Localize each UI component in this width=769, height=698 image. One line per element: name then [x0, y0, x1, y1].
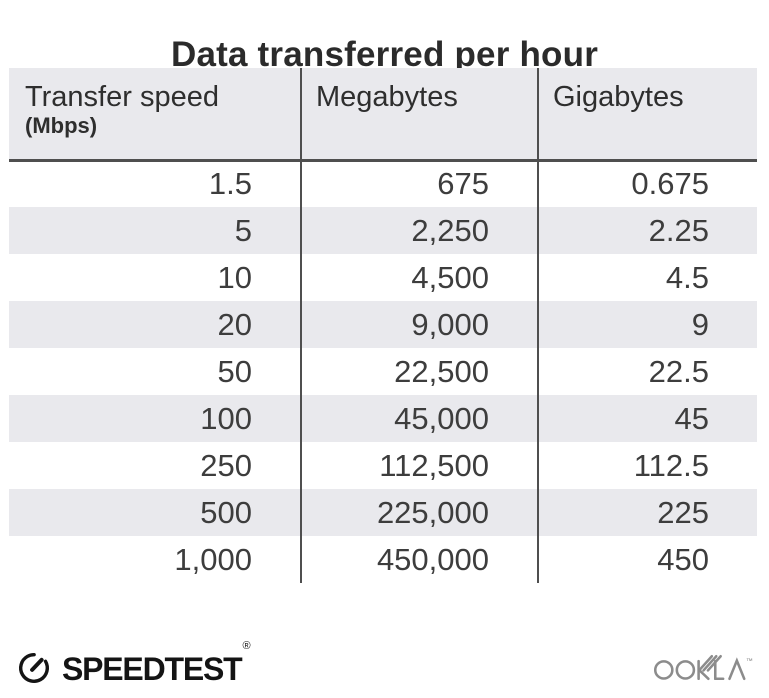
header-row: Transfer speed (Mbps) Megabytes Gigabyte…: [9, 68, 757, 162]
table-row: 20 9,000 9: [9, 301, 757, 348]
cell-gigabytes: 225: [538, 489, 757, 536]
cell-speed: 50: [9, 348, 302, 395]
cell-megabytes: 2,250: [301, 207, 539, 254]
speedtest-logo: SPEEDTEST®: [15, 641, 251, 691]
cell-gigabytes: 112.5: [633, 447, 709, 483]
registered-trademark-symbol: ®: [242, 640, 250, 652]
svg-text:™: ™: [746, 658, 753, 665]
speedtest-gauge-icon: [15, 648, 53, 691]
cell-megabytes: 9,000: [301, 301, 539, 348]
cell-speed: 100: [9, 395, 302, 442]
cell-speed: 250: [9, 442, 302, 489]
cell-speed: 500: [9, 489, 302, 536]
table-row: 1,000 450,000 450: [9, 536, 757, 583]
speedtest-wordmark: SPEEDTEST®: [62, 641, 251, 687]
cell-megabytes: 4,500: [301, 254, 539, 301]
column-header-unit: (Mbps): [25, 113, 98, 139]
speedtest-label: SPEEDTEST: [62, 651, 243, 687]
cell-gigabytes: 45: [538, 395, 757, 442]
table-row: 10 4,500 4.5: [9, 254, 757, 301]
footer: SPEEDTEST® ™: [15, 641, 755, 692]
data-transfer-table: Transfer speed (Mbps) Megabytes Gigabyte…: [9, 68, 757, 583]
table-row: 500 225,000 225: [9, 489, 757, 536]
cell-megabytes: 450,000: [301, 536, 539, 583]
cell-gigabytes: 9: [538, 301, 757, 348]
cell-megabytes: 112,500: [301, 442, 539, 489]
cell-megabytes: 22,500: [301, 348, 539, 395]
cell-gigabytes: 0.675: [631, 166, 709, 202]
cell-megabytes: 45,000: [301, 395, 539, 442]
table-body: 1.5 675 0.675 5 2,250 2.25 10 4,500 4.5 …: [9, 160, 757, 583]
cell-megabytes: 225,000: [301, 489, 539, 536]
cell-gigabytes: 22.5: [648, 353, 709, 389]
cell-speed: 20: [9, 301, 302, 348]
table-row: 5 2,250 2.25: [9, 207, 757, 254]
cell-speed: 10: [9, 254, 302, 301]
column-header-transfer-speed: Transfer speed (Mbps): [9, 68, 302, 162]
column-header-megabytes: Megabytes: [301, 68, 539, 162]
cell-gigabytes: 4.5: [665, 259, 709, 295]
cell-speed: 1,000: [9, 536, 302, 583]
table-row: 250 112,500 112.5: [9, 442, 757, 489]
cell-megabytes: 675: [301, 160, 539, 207]
ookla-logo: ™: [653, 650, 755, 689]
column-header-gigabytes: Gigabytes: [538, 68, 757, 162]
cell-gigabytes: 2.25: [538, 207, 757, 254]
ookla-wordmark-icon: ™: [653, 650, 755, 689]
table-row: 50 22,500 22.5: [9, 348, 757, 395]
column-header-label: Gigabytes: [553, 81, 684, 113]
table-row: 100 45,000 45: [9, 395, 757, 442]
cell-speed: 5: [9, 207, 302, 254]
cell-speed: 1.5: [9, 160, 302, 207]
column-header-label: Megabytes: [316, 81, 458, 113]
column-header-label: Transfer speed: [25, 81, 219, 113]
table-row: 1.5 675 0.675: [9, 160, 757, 207]
page-title: Data transferred per hour: [170, 35, 599, 75]
cell-gigabytes: 450: [657, 541, 709, 577]
table-header: Transfer speed (Mbps) Megabytes Gigabyte…: [9, 68, 757, 162]
